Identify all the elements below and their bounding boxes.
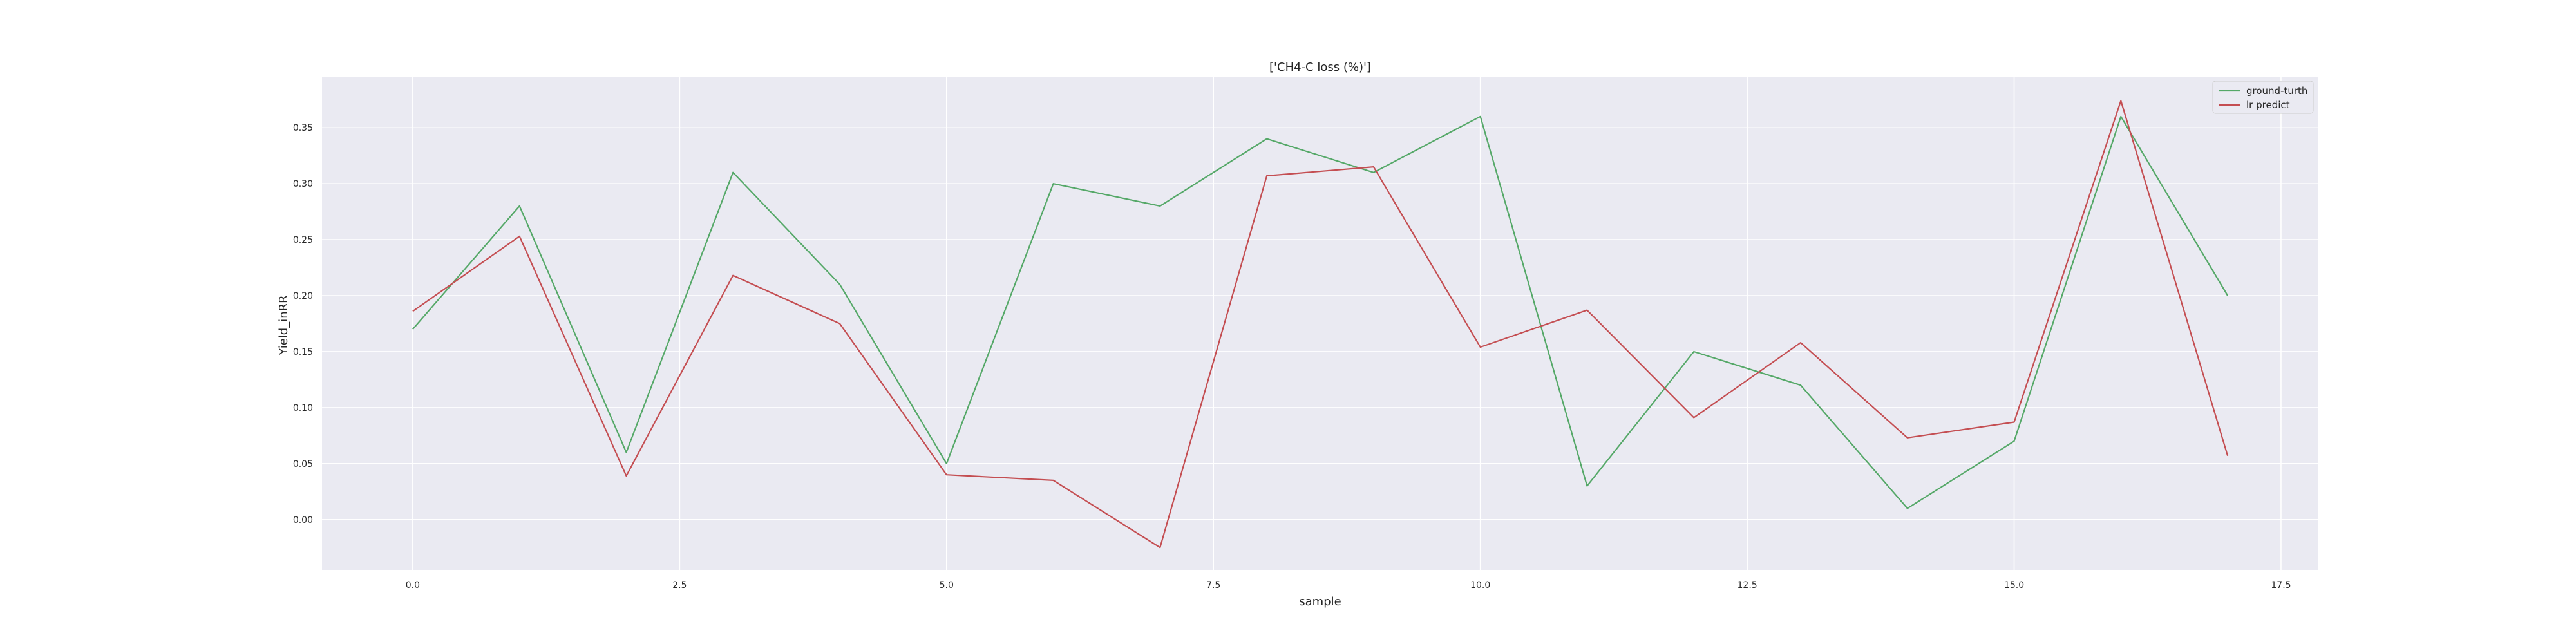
x-tick-label: 0.0 <box>406 580 420 591</box>
y-tick-label: 0.30 <box>293 179 313 189</box>
y-tick-label: 0.05 <box>293 459 313 469</box>
y-axis-label: Yield_inRR <box>277 295 290 355</box>
x-tick-label: 12.5 <box>1738 580 1757 591</box>
x-tick-label: 10.0 <box>1470 580 1490 591</box>
x-tick-label: 17.5 <box>2271 580 2291 591</box>
legend: ground-turth lr predict <box>2212 80 2314 114</box>
y-tick-label: 0.20 <box>293 291 313 301</box>
chart-title: ['CH4-C loss (%)'] <box>1269 61 1371 74</box>
x-axis-label: sample <box>1299 595 1341 609</box>
y-tick-label: 0.35 <box>293 123 313 133</box>
x-tick-label: 15.0 <box>2004 580 2024 591</box>
series-line-1 <box>412 115 2229 509</box>
series-layer <box>412 100 2229 549</box>
x-tick-label: 5.0 <box>940 580 954 591</box>
y-tick-label: 0.25 <box>293 235 313 245</box>
legend-label: ground-turth <box>2246 85 2307 97</box>
grid <box>322 77 2318 570</box>
plot-area <box>322 77 2318 570</box>
series-line-2 <box>412 100 2229 549</box>
x-tick-label: 2.5 <box>672 580 687 591</box>
legend-label: lr predict <box>2246 99 2290 111</box>
tick-labels: 0.0 2.5 5.0 7.5 10.0 12.5 15.0 17.5 0.00 0.05 0.10… <box>293 123 2291 591</box>
x-tick-label: 7.5 <box>1206 580 1220 591</box>
y-tick-label: 0.00 <box>293 515 313 526</box>
y-tick-label: 0.10 <box>293 403 313 413</box>
y-tick-label: 0.15 <box>293 347 313 357</box>
